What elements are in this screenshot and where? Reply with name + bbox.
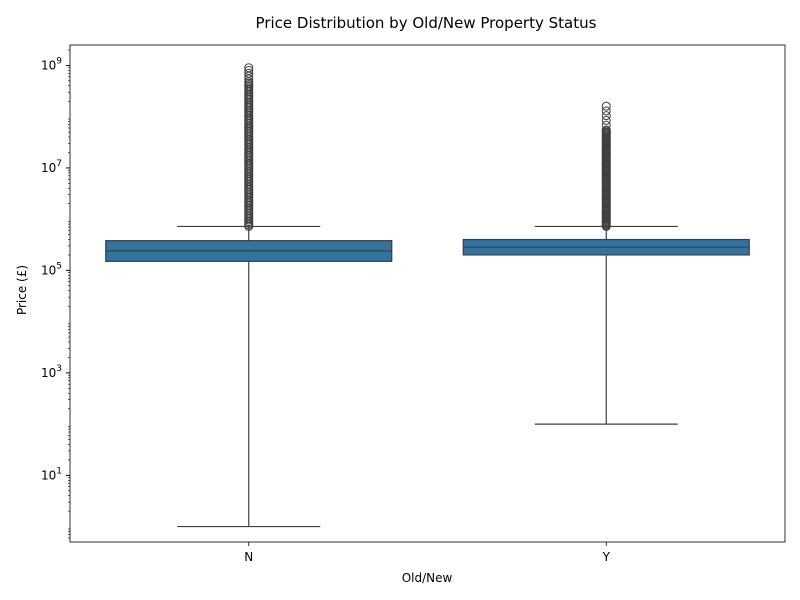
y-tick-label: 107 bbox=[41, 159, 62, 175]
outlier-point bbox=[244, 63, 254, 73]
y-tick-label: 101 bbox=[41, 466, 62, 482]
y-tick-label: 103 bbox=[41, 364, 62, 380]
outliers-y bbox=[601, 101, 611, 231]
y-tick-label: 105 bbox=[41, 261, 62, 277]
outlier-point bbox=[601, 101, 611, 111]
x-tick-label-y: Y bbox=[602, 550, 611, 564]
outliers-n bbox=[244, 63, 254, 231]
x-axis-label: Old/New bbox=[402, 571, 453, 585]
plot-frame bbox=[69, 44, 786, 543]
axes: N Y 101 103 105 107 109 bbox=[41, 44, 786, 564]
outlier-point bbox=[601, 111, 611, 121]
chart-title: Price Distribution by Old/New Property S… bbox=[256, 14, 597, 32]
outlier-point bbox=[601, 125, 611, 135]
outlier-point bbox=[601, 106, 611, 116]
outlier-point bbox=[244, 66, 254, 76]
y-axis-label: Price (£) bbox=[15, 265, 29, 315]
outlier-point bbox=[244, 68, 254, 78]
box-n bbox=[105, 63, 393, 528]
outlier-point bbox=[601, 120, 611, 130]
plot-area bbox=[105, 63, 750, 528]
x-tick-label-n: N bbox=[244, 550, 253, 564]
box-y bbox=[462, 101, 750, 425]
outlier-point bbox=[601, 115, 611, 125]
y-tick-label: 109 bbox=[41, 56, 62, 72]
